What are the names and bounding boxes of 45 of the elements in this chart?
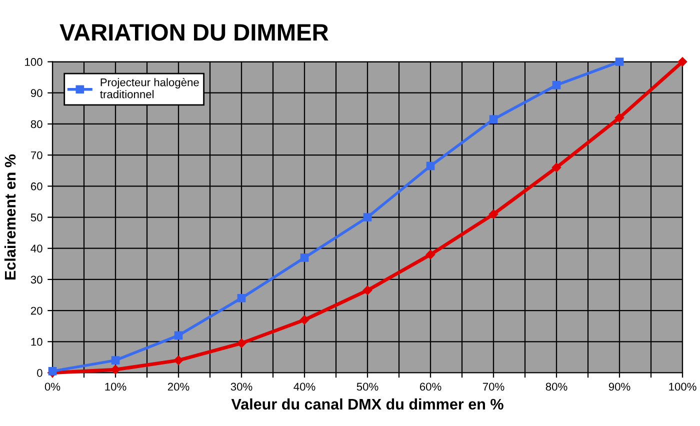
- y-tick-label: 100: [25, 58, 42, 66]
- point: [300, 315, 310, 325]
- x-tick-label: 50%: [356, 382, 378, 391]
- point: [489, 115, 498, 124]
- y-tick-label: 80: [30, 120, 42, 128]
- x-tick-label: 10%: [105, 382, 126, 391]
- x-tick-label: 100%: [669, 382, 696, 391]
- y-tick-label: 60: [30, 182, 42, 190]
- chart-title: VARIATION DU DIMMER: [60, 24, 328, 41]
- y-tick-label: 0: [37, 369, 42, 377]
- y-tick-label: 30: [30, 276, 42, 284]
- point: [678, 57, 688, 66]
- point: [111, 356, 120, 364]
- x-tick-label: 20%: [168, 382, 190, 391]
- point: [488, 210, 498, 219]
- x-tick-label: 60%: [420, 382, 442, 391]
- point: [174, 331, 183, 340]
- point: [236, 338, 246, 348]
- x-tick-label: 70%: [482, 382, 504, 391]
- point: [614, 113, 624, 122]
- point: [237, 294, 246, 302]
- point: [110, 365, 120, 374]
- y-tick-label: 10: [31, 338, 42, 346]
- legend-label: Projecteur halogène traditionnel: [100, 78, 199, 98]
- point: [426, 162, 435, 170]
- point: [300, 254, 309, 262]
- x-tick-label: 40%: [294, 382, 316, 391]
- point: [174, 356, 184, 365]
- y-tick-label: 40: [30, 244, 42, 252]
- y-tick-label: 70: [30, 151, 42, 160]
- x-tick-label: 90%: [608, 382, 630, 391]
- point: [362, 286, 372, 295]
- point: [363, 213, 372, 222]
- x-tick-label: 0%: [44, 382, 60, 391]
- point: [615, 58, 624, 66]
- y-axis-title: Eclairement en %: [4, 154, 16, 280]
- y-tick-label: 90: [30, 89, 42, 98]
- y-tick-label: 20: [30, 306, 42, 315]
- point: [426, 250, 436, 260]
- y-tick-label: 50: [30, 214, 42, 222]
- x-tick-label: 30%: [230, 382, 252, 391]
- point: [552, 162, 562, 172]
- x-axis-title: Valeur du canal DMX du dimmer en %: [231, 398, 504, 410]
- point: [552, 80, 561, 90]
- x-tick-label: 80%: [546, 382, 568, 391]
